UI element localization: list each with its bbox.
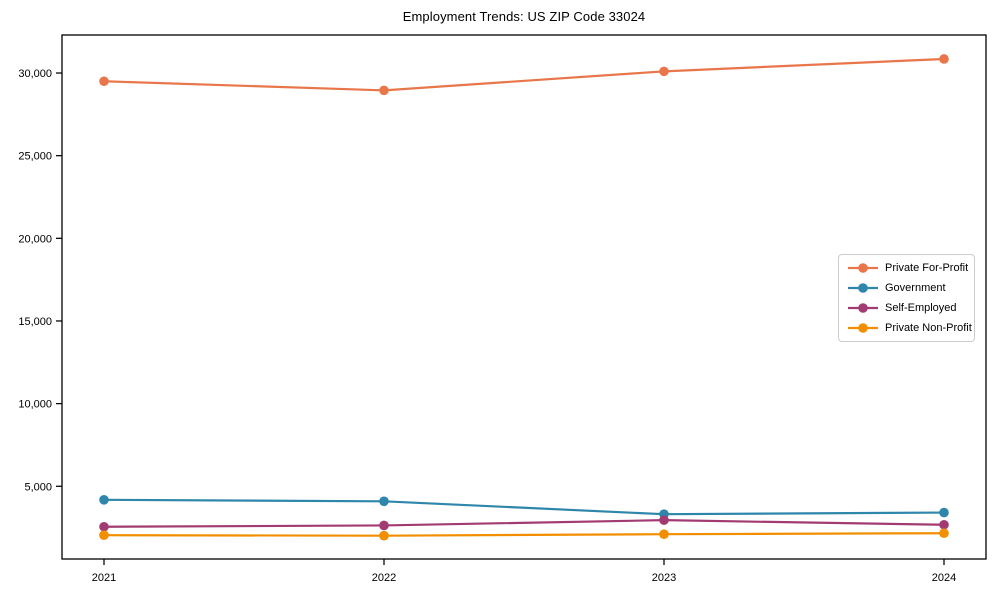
legend-label: Self-Employed	[885, 302, 957, 314]
legend-marker-icon	[848, 263, 878, 273]
data-point-government-2022	[379, 496, 389, 507]
legend-label: Government	[885, 282, 946, 294]
data-point-private-non-profit-2022	[379, 530, 389, 541]
x-tick-label: 2024	[932, 572, 956, 584]
y-axis: 5,000 10,000 15,000 20,000 25,000 30,000	[18, 68, 62, 493]
x-tick-label: 2023	[652, 572, 676, 584]
y-tick-label: 10,000	[18, 399, 52, 411]
legend-marker-icon	[848, 283, 878, 293]
legend-marker-icon	[848, 323, 878, 333]
y-tick-label: 15,000	[18, 316, 52, 328]
data-point-government-2024	[939, 507, 949, 518]
y-tick-label: 5,000	[24, 481, 52, 493]
y-tick-label: 20,000	[18, 233, 52, 245]
legend-item-government: Government	[848, 279, 974, 297]
data-point-private-for-profit-2022	[379, 85, 389, 96]
series-line-private-non-profit	[102, 532, 946, 537]
series-line-government	[102, 498, 946, 516]
series-government	[99, 495, 949, 520]
series-line-private-for-profit	[102, 57, 946, 92]
series-private-non-profit	[99, 528, 949, 541]
y-tick-label: 25,000	[18, 151, 52, 163]
data-point-private-non-profit-2023	[659, 529, 669, 540]
y-tick-label: 30,000	[18, 68, 52, 80]
series-private-for-profit	[99, 54, 949, 96]
data-point-private-for-profit-2024	[939, 54, 949, 64]
x-tick-label: 2021	[92, 572, 116, 584]
data-point-government-2021	[99, 495, 109, 505]
data-point-self-employed-2022	[379, 520, 389, 531]
legend-label: Private Non-Profit	[885, 322, 972, 334]
plot-spines	[61, 34, 987, 560]
x-tick-label: 2022	[372, 572, 396, 584]
legend-item-private-non-profit: Private Non-Profit	[848, 319, 974, 337]
series-line-self-employed	[102, 519, 946, 528]
chart-title: Employment Trends: US ZIP Code 33024	[402, 9, 646, 24]
legend-marker-icon	[848, 303, 878, 313]
data-point-private-for-profit-2023	[659, 66, 669, 77]
x-axis: 2021 2022 2023 2024	[92, 559, 956, 584]
legend-item-private-for-profit: Private For-Profit	[848, 259, 974, 277]
data-point-private-non-profit-2021	[99, 530, 109, 540]
legend-item-self-employed: Self-Employed	[848, 299, 974, 317]
legend: Private For-Profit Government Self-Employe…	[838, 254, 975, 342]
data-point-self-employed-2023	[659, 515, 669, 525]
series-self-employed	[99, 515, 949, 532]
legend-label: Private For-Profit	[885, 262, 969, 274]
data-point-self-employed-2021	[99, 521, 109, 532]
data-point-private-for-profit-2021	[99, 76, 109, 87]
data-point-self-employed-2024	[939, 519, 949, 530]
data-point-private-non-profit-2024	[939, 528, 949, 539]
